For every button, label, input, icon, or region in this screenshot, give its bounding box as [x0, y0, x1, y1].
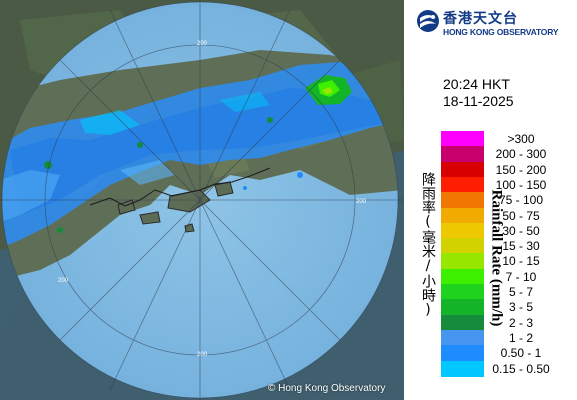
ring-label-north: 200 [197, 41, 208, 47]
legend-label: 150 - 200 [495, 162, 547, 177]
legend-label: 100 - 150 [495, 177, 547, 192]
legend-label: 0.50 - 1 [500, 346, 542, 361]
legend-label: 75 - 100 [498, 193, 544, 208]
legend-item: >300 [441, 131, 577, 147]
org-name-cn: 香港天文台 [443, 11, 518, 27]
legend-item: 75 - 100 [441, 192, 577, 209]
legend-label: >300 [507, 132, 535, 146]
legend-label: 5 - 7 [508, 285, 533, 299]
timestamp-time: 20:24 HKT [443, 76, 510, 92]
timestamp-date: 18-11-2025 [443, 93, 514, 109]
legend-swatch [441, 299, 484, 316]
radar-map: 200 200 200 200 [0, 0, 404, 400]
legend-swatch [441, 345, 484, 362]
legend-item: 2 - 3 [441, 314, 577, 331]
legend-label: 1 - 2 [508, 330, 533, 345]
legend-swatch [441, 360, 484, 377]
legend-swatch [441, 146, 484, 163]
legend-label: 0.15 - 0.50 [492, 361, 550, 376]
legend-item: 0.50 - 1 [441, 345, 577, 362]
legend-label: 50 - 75 [502, 208, 540, 223]
legend-panel [404, 0, 577, 400]
ring-label-south: 200 [197, 352, 208, 358]
legend-label: 30 - 50 [502, 223, 540, 238]
legend-item: 200 - 300 [441, 146, 577, 163]
hko-logo-icon [417, 10, 439, 32]
legend-swatch [441, 329, 484, 346]
legend-swatch [441, 161, 484, 178]
legend-title-cn: 降雨率(毫米/小時) [420, 172, 436, 318]
legend-item: 7 - 10 [441, 268, 577, 285]
legend-item: 5 - 7 [441, 284, 577, 300]
legend-swatch [441, 314, 484, 331]
legend-item: 10 - 15 [441, 253, 577, 270]
legend-label: 10 - 15 [502, 254, 540, 269]
legend-swatch [441, 253, 484, 270]
ring-label-east: 200 [356, 199, 367, 205]
legend-item: 1 - 2 [441, 329, 577, 346]
legend-label: 7 - 10 [505, 269, 537, 284]
legend-label: 2 - 3 [508, 315, 533, 330]
legend-label: 3 - 5 [508, 300, 533, 315]
legend-swatch [441, 131, 484, 147]
org-name-en: HONG KONG OBSERVATORY [443, 27, 559, 37]
legend-item: 150 - 200 [441, 161, 577, 178]
legend-item: 0.15 - 0.50 [441, 360, 577, 377]
legend-label: 200 - 300 [495, 147, 547, 162]
legend-item: 50 - 75 [441, 207, 577, 224]
legend-swatch [441, 238, 484, 255]
legend-item: 30 - 50 [441, 222, 577, 239]
legend-swatch [441, 222, 484, 239]
copyright-text: © Hong Kong Observatory [268, 383, 386, 394]
legend-swatch [441, 268, 484, 285]
legend-swatch [441, 192, 484, 209]
legend-swatch [441, 284, 484, 300]
ring-label-west: 200 [58, 278, 69, 284]
legend-item: 3 - 5 [441, 299, 577, 316]
legend-item: 15 - 30 [441, 238, 577, 255]
legend-item: 100 - 150 [441, 176, 577, 193]
legend-swatch [441, 176, 484, 193]
legend-label: 15 - 30 [502, 239, 540, 254]
legend-swatch [441, 207, 484, 224]
